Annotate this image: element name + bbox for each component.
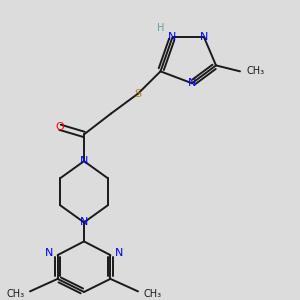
Text: N: N	[168, 32, 177, 42]
Text: N: N	[80, 156, 88, 166]
Text: N: N	[115, 248, 124, 258]
Text: N: N	[44, 248, 53, 258]
Text: N: N	[200, 32, 208, 42]
Text: CH₃: CH₃	[247, 66, 265, 76]
Text: O: O	[56, 122, 64, 132]
Text: CH₃: CH₃	[7, 289, 25, 299]
Text: N: N	[188, 78, 196, 88]
Text: CH₃: CH₃	[143, 289, 161, 299]
Text: S: S	[134, 89, 142, 99]
Text: H: H	[157, 23, 164, 33]
Text: N: N	[80, 218, 88, 227]
